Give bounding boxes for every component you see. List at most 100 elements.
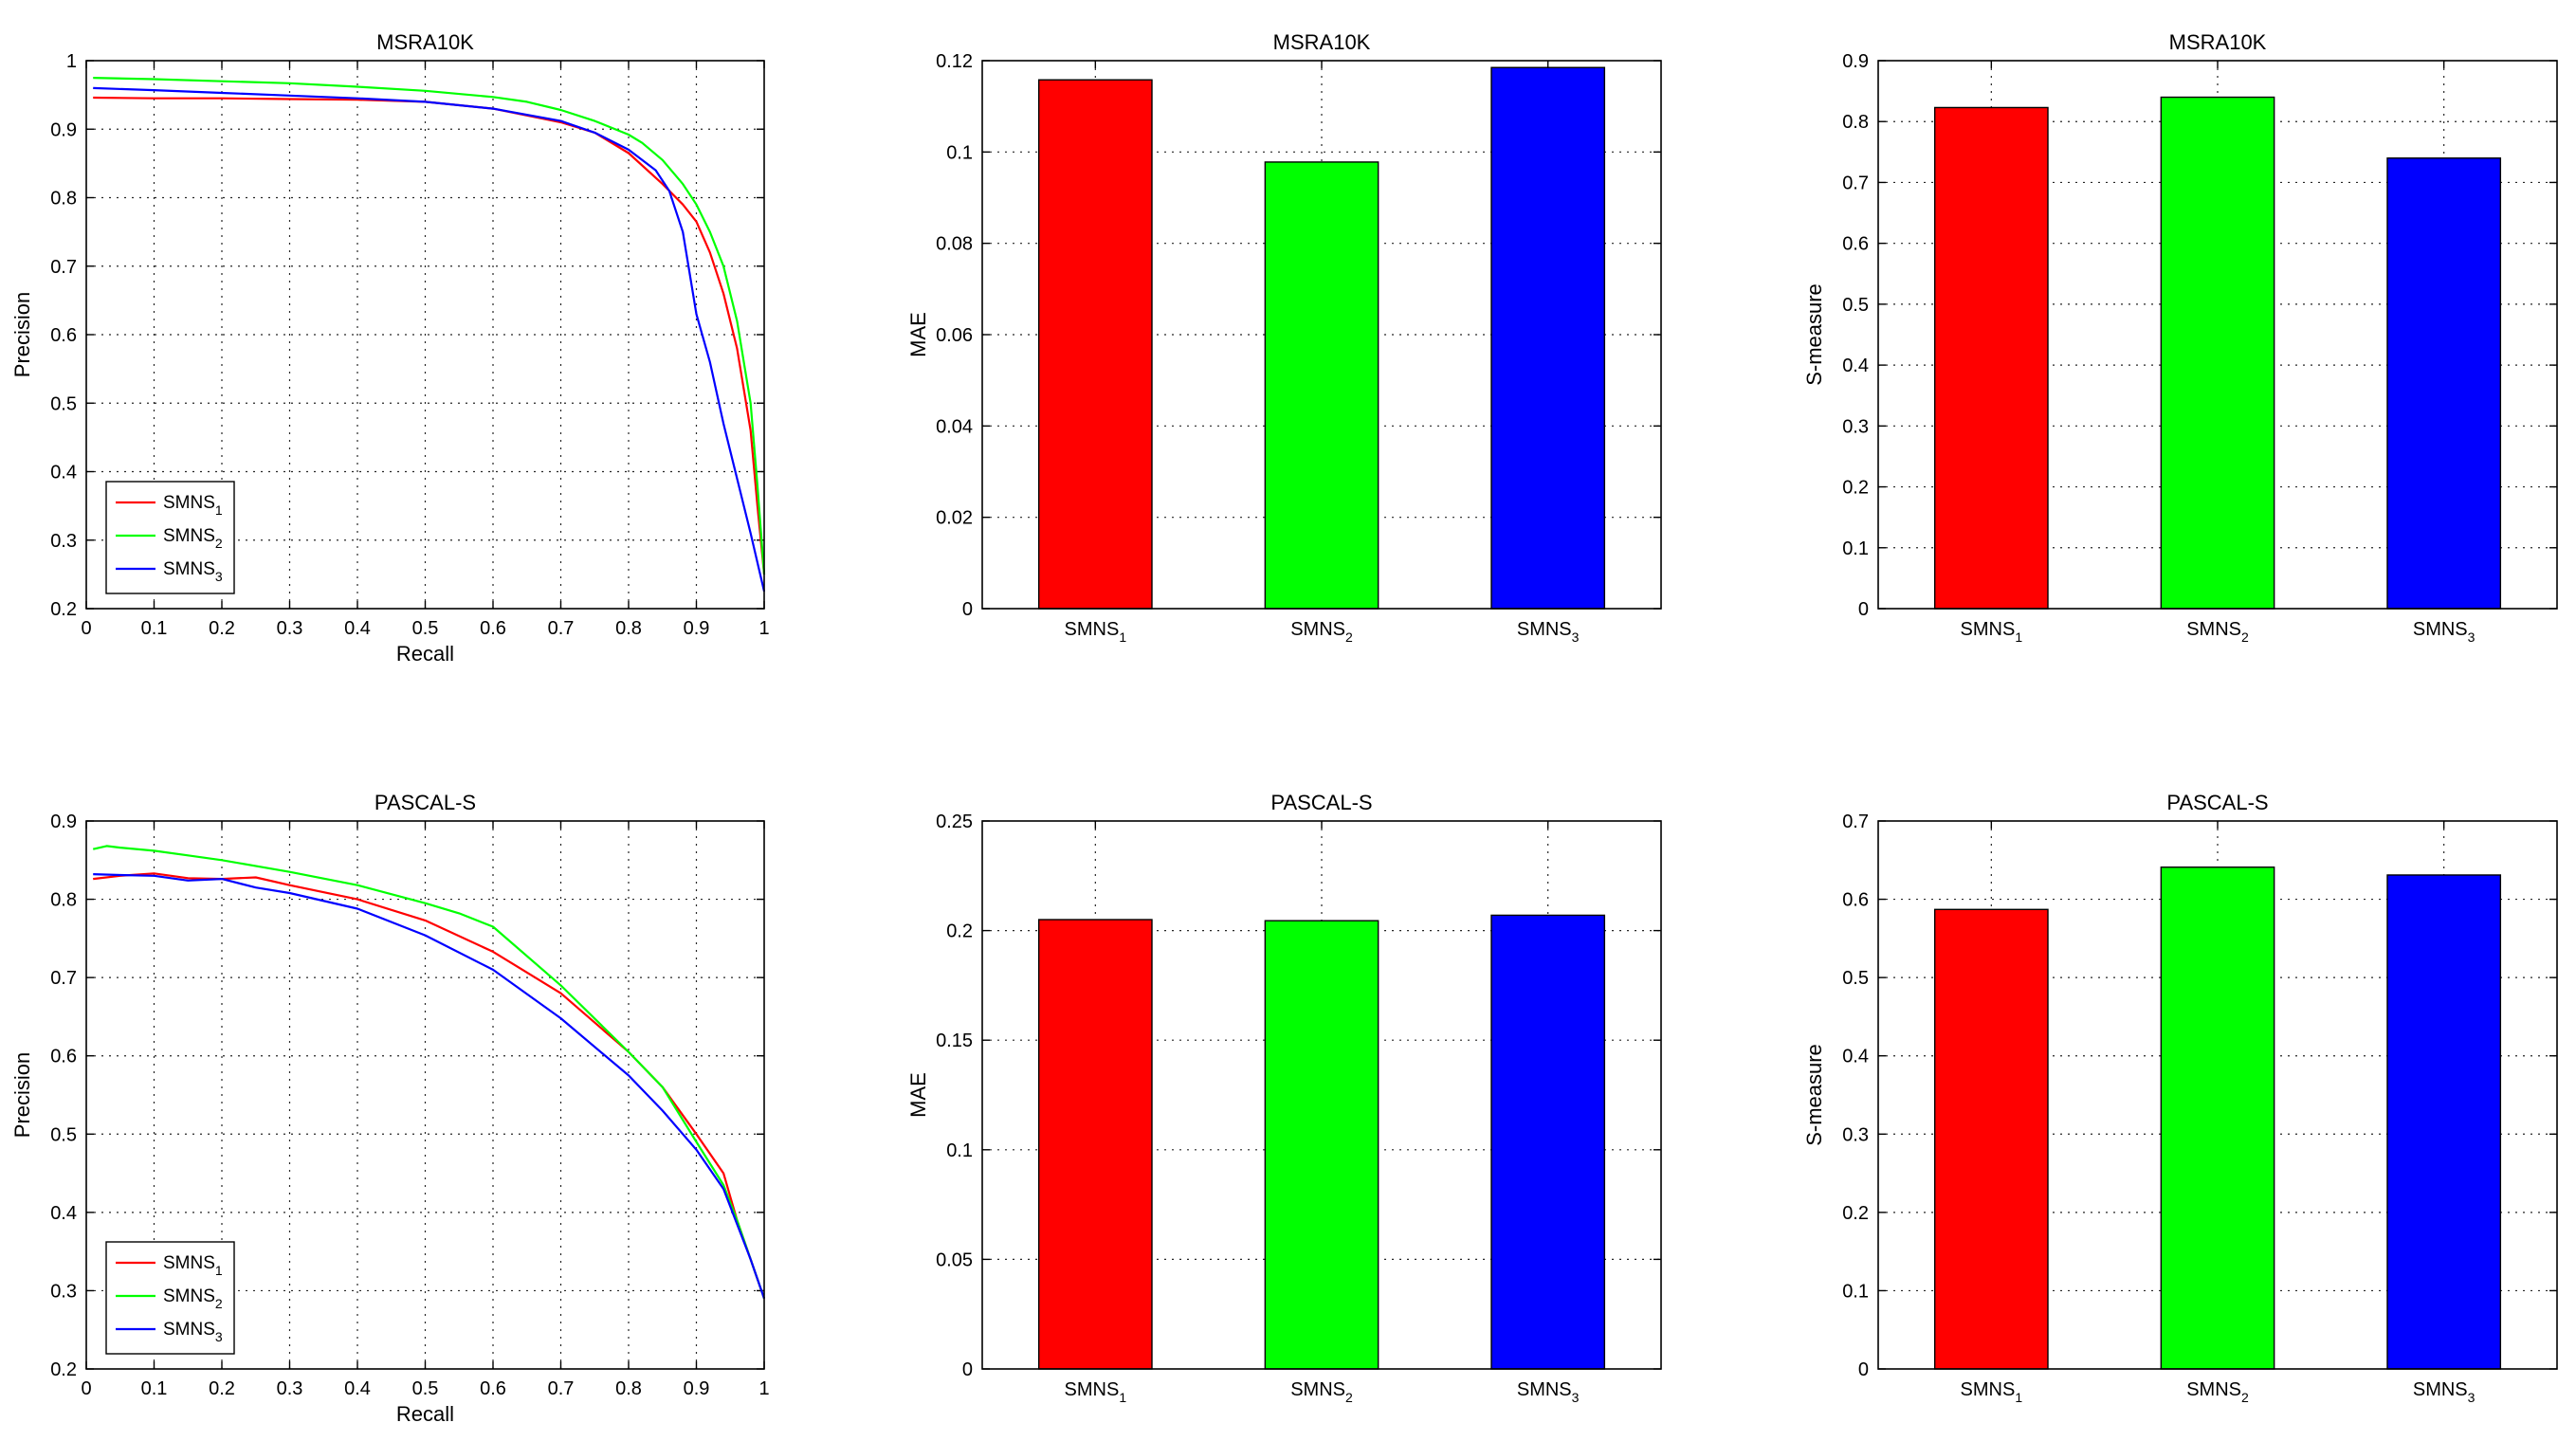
axes-frame <box>85 820 765 1370</box>
bar-1 <box>1037 79 1153 610</box>
bar-1 <box>1933 908 2049 1370</box>
y-tick-label: 0.2 <box>50 599 77 620</box>
x-tick-label: SMNS2 <box>1290 1379 1353 1405</box>
bar-3 <box>1490 66 1606 610</box>
y-tick-label: 0.5 <box>1842 968 1869 989</box>
legend: SMNS1 SMNS2 SMNS3 <box>105 1241 235 1355</box>
chart-msra-pr: MSRA10K Precision 0.2 0.3 0.4 0.5 0.6 0.7 0.8 0.9… <box>10 30 770 666</box>
x-tick-label: 0.8 <box>615 1378 642 1399</box>
x-tick-label: 0.1 <box>141 618 168 639</box>
x-tick-label: SMNS2 <box>2186 619 2249 645</box>
bar-2 <box>2160 96 2275 610</box>
legend-entry-1: SMNS1 <box>163 493 223 518</box>
axes-frame <box>1877 820 2558 1370</box>
legend-box <box>105 481 235 594</box>
x-tick-label: SMNS2 <box>2186 1379 2249 1405</box>
bar-3 <box>2386 874 2502 1370</box>
y-axis-label: MAE <box>906 312 930 357</box>
bar-3 <box>2386 157 2502 610</box>
y-tick-label: 0.9 <box>50 119 77 140</box>
x-tick-label: 1 <box>758 1378 769 1399</box>
legend-entry-3: SMNS3 <box>163 559 223 584</box>
y-axis-label: S-measure <box>1802 1044 1826 1146</box>
y-tick-label: 0.8 <box>50 890 77 911</box>
legend-entry-3: SMNS3 <box>163 1320 223 1344</box>
axes-frame <box>981 60 1662 610</box>
x-tick-label: 0.1 <box>141 1378 168 1399</box>
axes-frame <box>981 820 1662 1370</box>
y-tick-label: 0.6 <box>50 1047 77 1067</box>
y-tick-label: 0.9 <box>50 812 77 832</box>
y-tick-label: 0.1 <box>946 1140 973 1161</box>
y-tick-label: 0.06 <box>936 325 973 346</box>
chart-title: MSRA10K <box>376 30 474 54</box>
x-tick-label: 0.3 <box>277 618 303 639</box>
x-axis-label: Recall <box>396 642 454 666</box>
y-tick-label: 0.6 <box>1842 234 1869 255</box>
x-tick-label: 0.9 <box>684 618 710 639</box>
x-tick-label: 0 <box>81 618 91 639</box>
y-tick-label: 0.3 <box>1842 1124 1869 1145</box>
x-tick-label: SMNS3 <box>1517 1379 1580 1405</box>
x-tick-label: SMNS2 <box>1290 619 1353 645</box>
chart-title: PASCAL-S <box>375 791 476 814</box>
x-tick-label: 0.8 <box>615 618 642 639</box>
x-tick-label: 0.5 <box>412 1378 439 1399</box>
y-tick-label: 0.5 <box>50 1124 77 1145</box>
bar-1 <box>1037 919 1153 1370</box>
y-tick-label: 0.1 <box>946 142 973 163</box>
x-tick-label: 0 <box>81 1378 91 1399</box>
series-line-2 <box>92 845 766 1300</box>
y-tick-label: 0.3 <box>1842 416 1869 437</box>
x-tick-label: 0.4 <box>344 1378 371 1399</box>
y-tick-label: 0.8 <box>50 189 77 210</box>
y-tick-label: 0.2 <box>1842 478 1869 499</box>
y-tick-label: 0.4 <box>1842 1047 1869 1067</box>
y-tick-label: 0 <box>1858 1359 1869 1380</box>
axes-frame <box>1877 60 2558 610</box>
y-tick-label: 0.1 <box>1842 538 1869 559</box>
y-tick-label: 0.5 <box>50 393 77 414</box>
axes-frame <box>85 60 765 610</box>
series-line-2 <box>93 77 766 575</box>
y-tick-label: 0.3 <box>50 531 77 552</box>
series-line-3 <box>93 873 766 1300</box>
x-tick-label: 0.4 <box>344 618 371 639</box>
y-tick-label: 0.2 <box>1842 1203 1869 1224</box>
x-tick-label: SMNS1 <box>1961 619 2023 645</box>
y-tick-label: 0 <box>1858 599 1869 620</box>
y-tick-label: 0.3 <box>50 1281 77 1302</box>
legend-entry-2: SMNS2 <box>163 1286 223 1311</box>
y-axis-label: Precision <box>10 292 34 377</box>
series-line-1 <box>93 872 766 1300</box>
bar-3 <box>1490 914 1606 1370</box>
y-tick-label: 0.5 <box>1842 295 1869 316</box>
y-tick-label: 0.6 <box>50 325 77 346</box>
chart-title: PASCAL-S <box>2166 791 2268 814</box>
y-tick-label: 0.04 <box>936 416 973 437</box>
legend-entry-1: SMNS1 <box>163 1253 223 1278</box>
y-tick-label: 0.7 <box>1842 173 1869 193</box>
y-tick-label: 0.8 <box>1842 112 1869 133</box>
chart-pascal-pr: PASCAL-S Precision 0.2 0.3 0.4 0.5 0.6 0.7 0.8 0.… <box>10 791 770 1426</box>
y-tick-label: 0.4 <box>50 463 77 483</box>
y-tick-label: 1 <box>66 51 77 72</box>
y-tick-label: 0.7 <box>50 257 77 278</box>
x-tick-label: 0.5 <box>412 618 439 639</box>
x-tick-label: SMNS1 <box>1065 1379 1127 1405</box>
y-axis-label: Precision <box>10 1052 34 1138</box>
y-axis-label: MAE <box>906 1072 930 1118</box>
x-tick-label: SMNS3 <box>1517 619 1580 645</box>
x-axis-label: Recall <box>396 1402 454 1426</box>
chart-pascal-mae: PASCAL-S MAE 0 0.05 0.1 0.15 0.2 0.25 SMNS1 SMNS2… <box>906 791 1662 1405</box>
legend: SMNS1 SMNS2 SMNS3 <box>105 481 235 594</box>
y-tick-label: 0.02 <box>936 508 973 529</box>
x-tick-label: 0.6 <box>480 618 506 639</box>
x-tick-label: 1 <box>758 618 769 639</box>
y-tick-label: 0.7 <box>50 968 77 989</box>
y-tick-label: 0.6 <box>1842 890 1869 911</box>
legend-box <box>105 1241 235 1355</box>
x-tick-label: 0.7 <box>548 618 575 639</box>
x-tick-label: SMNS1 <box>1065 619 1127 645</box>
